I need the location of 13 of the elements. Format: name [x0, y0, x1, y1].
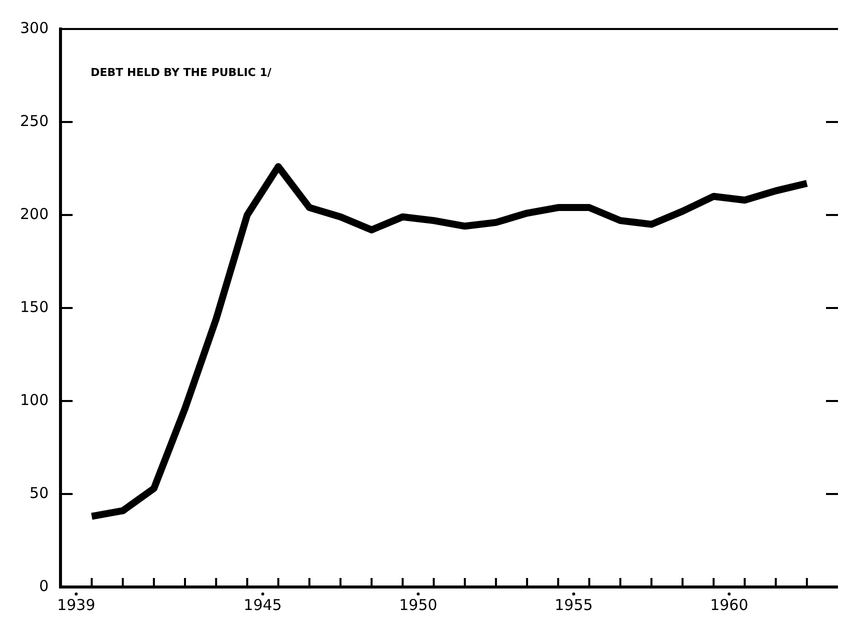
- x-tick-label: 1950: [399, 596, 438, 614]
- x-tick-label: 1939: [57, 596, 96, 614]
- x-tick-label: 1955: [554, 596, 593, 614]
- y-tick-label: 300: [20, 18, 49, 37]
- y-tick-label: 0: [39, 576, 49, 595]
- x-tick-label: 1960: [710, 596, 748, 614]
- y-tick-label: 50: [30, 484, 49, 502]
- x-tick-label: 1945: [244, 596, 282, 614]
- annotation: DEBT HELD BY THE PUBLIC 1/: [90, 66, 272, 79]
- y-tick-label: 150: [20, 298, 49, 316]
- y-tick-label: 250: [20, 112, 49, 130]
- y-tick-label: 200: [20, 204, 49, 223]
- y-tick-label: 100: [20, 390, 49, 409]
